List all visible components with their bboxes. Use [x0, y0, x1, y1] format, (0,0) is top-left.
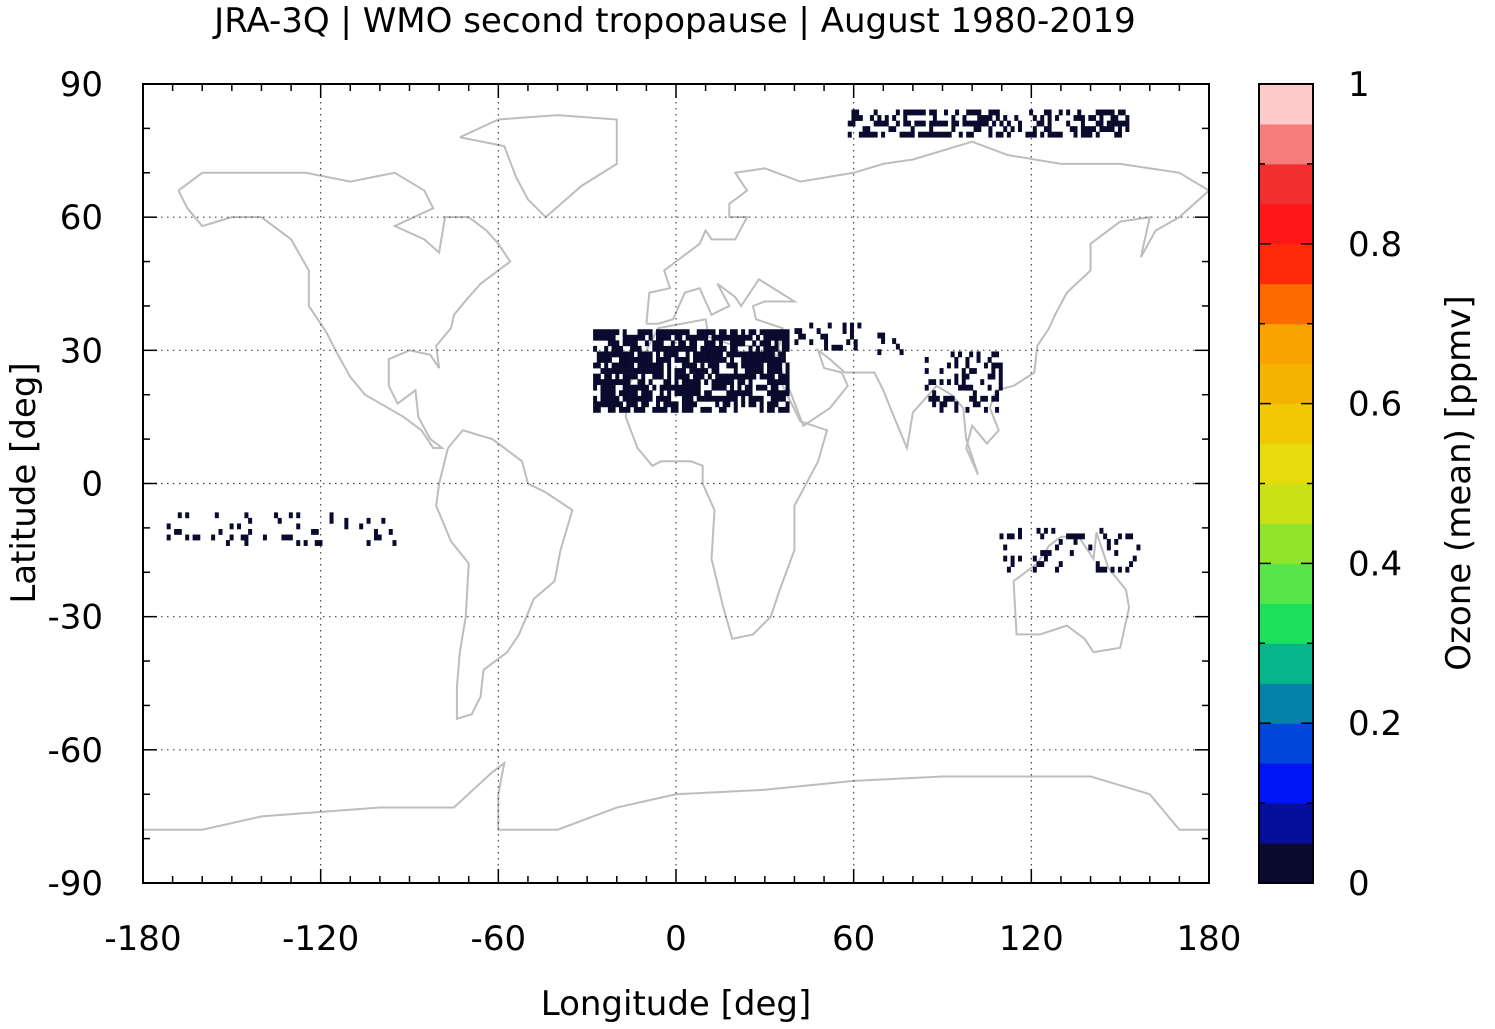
colorbar-segment	[1259, 443, 1313, 484]
south-america-coast	[435, 429, 574, 721]
colorbar-tick-label: 0.6	[1348, 385, 1402, 425]
region-indonesia-australia-north	[999, 527, 1141, 573]
colorbar-segment	[1259, 523, 1313, 564]
colorbar-tick-labels: 0 0.2 0.4 0.6 0.8 1	[1348, 65, 1402, 904]
eurasia-coast	[645, 140, 1211, 476]
colorbar-segment	[1259, 683, 1313, 724]
x-axis-label: Longitude [deg]	[541, 984, 812, 1024]
colorbar-segment	[1259, 363, 1313, 405]
region-tropical-pacific-south	[166, 512, 397, 546]
x-tick-label: 0	[665, 919, 687, 959]
colorbar-label: Ozone (mean) [ppmv]	[1439, 295, 1479, 670]
ozone-field	[166, 109, 1141, 573]
colorbar-segment	[1259, 843, 1313, 884]
region-tibet-south-asia	[877, 332, 904, 356]
colorbar-segment	[1259, 603, 1313, 644]
chart-title: JRA-3Q | WMO second tropopause | August …	[212, 1, 1136, 41]
colorbar-segment	[1259, 723, 1313, 764]
antarctica-coast	[143, 760, 1209, 831]
y-tick-label: -60	[47, 731, 103, 771]
colorbar-segment	[1259, 563, 1313, 604]
y-tick-label: -30	[47, 598, 103, 638]
y-tick-label: 0	[81, 465, 103, 505]
colorbar	[1258, 83, 1314, 884]
colorbar-segment	[1259, 803, 1313, 844]
colorbar-segment	[1259, 203, 1313, 245]
x-tick-label: 60	[832, 919, 875, 959]
region-siberia	[847, 109, 1130, 138]
colorbar-segment	[1259, 163, 1313, 205]
x-tick-label: -60	[471, 919, 527, 959]
colorbar-tick-label: 0	[1348, 864, 1370, 904]
greenland-coast	[459, 114, 618, 219]
colorbar-segment	[1259, 643, 1313, 684]
gridlines	[143, 84, 1209, 883]
y-tick-label: -90	[47, 864, 103, 904]
colorbar-tick-label: 0.4	[1348, 544, 1402, 584]
region-north-africa-arabia	[593, 329, 790, 413]
x-tick-label: -120	[282, 919, 359, 959]
y-axis-label: Latitude [deg]	[4, 362, 44, 603]
colorbar-tick-label: 1	[1348, 65, 1370, 105]
colorbar-segment	[1259, 323, 1313, 365]
colorbar-segment	[1259, 483, 1313, 524]
colorbar-segment	[1259, 84, 1313, 125]
region-middle-east	[794, 322, 862, 351]
y-tick-label: 30	[60, 331, 103, 371]
plot-area	[142, 83, 1211, 884]
region-south-southeast-asia	[924, 351, 1003, 413]
colorbar-tick-label: 0.8	[1348, 225, 1402, 265]
colorbar-segment	[1259, 243, 1313, 285]
x-tick-label: 120	[999, 919, 1064, 959]
colorbar-segment	[1259, 763, 1313, 804]
y-tick-labels: -90 -60 -30 0 30 60 90	[47, 65, 103, 904]
colorbar-segment	[1259, 403, 1313, 445]
minor-ticks	[142, 83, 1210, 884]
colorbar-segment	[1259, 123, 1313, 165]
x-tick-label: 180	[1177, 919, 1242, 959]
x-tick-labels: -180 -120 -60 0 60 120 180	[104, 919, 1241, 959]
y-tick-label: 90	[60, 65, 103, 105]
colorbar-tick-label: 0.2	[1348, 704, 1402, 744]
colorbar-segment	[1259, 283, 1313, 325]
x-tick-label: -180	[104, 919, 181, 959]
y-tick-label: 60	[60, 198, 103, 238]
australia-coast	[1012, 532, 1131, 654]
